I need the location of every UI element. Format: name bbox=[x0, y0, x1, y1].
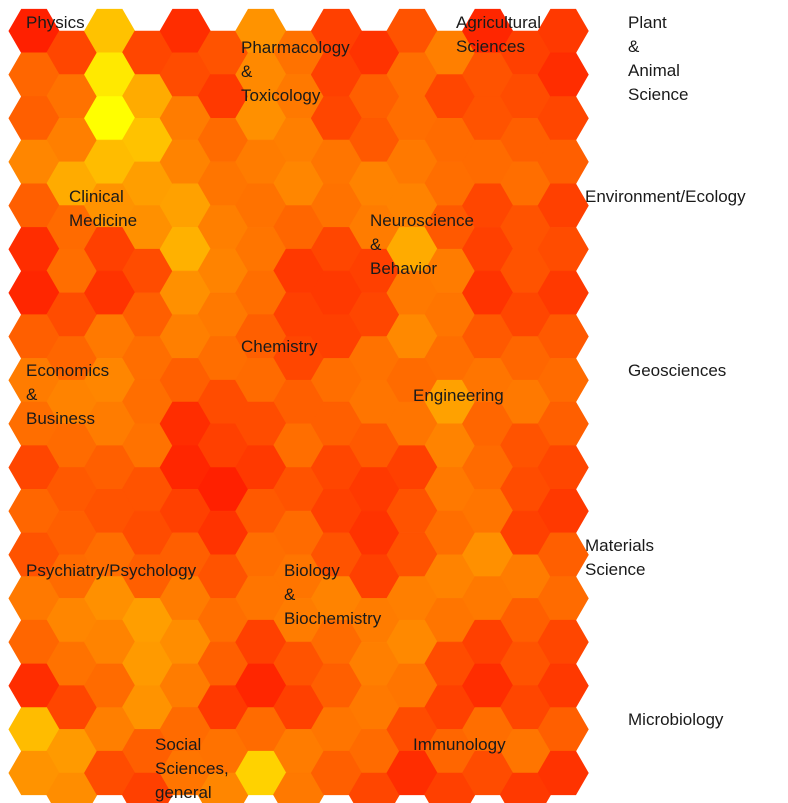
category-label-line: Toxicology bbox=[241, 86, 321, 105]
category-label-line: Clinical bbox=[69, 187, 124, 206]
category-label-line: Materials bbox=[585, 536, 654, 555]
category-label-line: Physics bbox=[26, 13, 85, 32]
category-label-line: Engineering bbox=[413, 386, 504, 405]
category-label-line: & bbox=[370, 235, 382, 254]
category-label-line: Psychiatry/Psychology bbox=[26, 561, 197, 580]
category-label-line: Immunology bbox=[413, 735, 506, 754]
category-label: Biology & Biochemistry bbox=[284, 561, 382, 628]
category-label: Immunology bbox=[413, 735, 506, 754]
category-label-line: Science bbox=[628, 85, 688, 104]
category-label: Materials Science bbox=[585, 536, 654, 579]
category-label: Neuroscience & Behavior bbox=[370, 211, 474, 278]
category-label: Environment/Ecology bbox=[585, 187, 746, 206]
category-label: Social Sciences, general bbox=[155, 735, 229, 802]
category-label-line: Sciences, bbox=[155, 759, 229, 778]
category-label-line: Plant bbox=[628, 13, 667, 32]
category-label-line: Social bbox=[155, 735, 201, 754]
category-label-line: Geosciences bbox=[628, 361, 726, 380]
category-label: Engineering bbox=[413, 386, 504, 405]
category-label-line: Business bbox=[26, 409, 95, 428]
category-label-line: Microbiology bbox=[628, 710, 724, 729]
category-label-line: Behavior bbox=[370, 259, 437, 278]
category-label-line: & bbox=[628, 37, 640, 56]
category-label: Geosciences bbox=[628, 361, 726, 380]
category-label-line: & bbox=[284, 585, 296, 604]
category-label-line: Pharmacology bbox=[241, 38, 350, 57]
category-label-line: & bbox=[241, 62, 253, 81]
category-label-line: & bbox=[26, 385, 38, 404]
hexagon-cells bbox=[8, 8, 589, 803]
hex-cell-r17-c14 bbox=[537, 750, 589, 796]
category-label-line: Animal bbox=[628, 61, 680, 80]
category-label: Pharmacology & Toxicology bbox=[241, 38, 350, 105]
category-label-line: Medicine bbox=[69, 211, 137, 230]
category-label-line: Sciences bbox=[456, 37, 525, 56]
category-label: Psychiatry/Psychology bbox=[26, 561, 197, 580]
category-label-line: Economics bbox=[26, 361, 109, 380]
category-label-line: Environment/Ecology bbox=[585, 187, 746, 206]
category-label-line: Science bbox=[585, 560, 645, 579]
category-label-line: Agricultural bbox=[456, 13, 541, 32]
category-label-line: Chemistry bbox=[241, 337, 318, 356]
category-label-line: general bbox=[155, 783, 212, 802]
category-labels: Physics Pharmacology & Toxicology Agricultur… bbox=[26, 13, 746, 802]
category-label: Chemistry bbox=[241, 337, 318, 356]
category-label: Clinical Medicine bbox=[69, 187, 137, 230]
category-label: Physics bbox=[26, 13, 85, 32]
category-label-line: Biology bbox=[284, 561, 340, 580]
category-label: Plant & Animal Science bbox=[628, 13, 688, 104]
category-label: Agricultural Sciences bbox=[456, 13, 541, 56]
category-label: Microbiology bbox=[628, 710, 724, 729]
category-label-line: Biochemistry bbox=[284, 609, 382, 628]
category-label-line: Neuroscience bbox=[370, 211, 474, 230]
category-label: Economics & Business bbox=[26, 361, 109, 428]
